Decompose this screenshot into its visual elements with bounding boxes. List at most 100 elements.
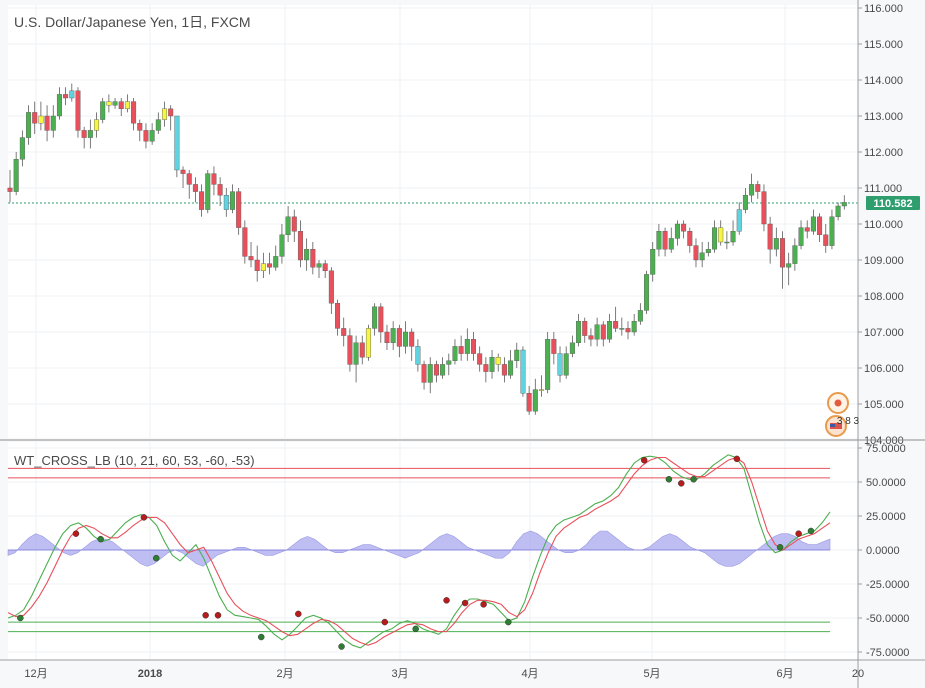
candle — [161, 101, 167, 127]
candle-body — [396, 328, 402, 347]
candle — [322, 260, 328, 278]
candle — [192, 177, 198, 203]
cross-point — [807, 527, 815, 535]
candle-body — [538, 389, 544, 391]
candle-body — [644, 274, 650, 311]
candle — [69, 83, 75, 102]
candle-body — [829, 216, 835, 246]
candle — [477, 346, 483, 372]
cross-point — [17, 614, 24, 622]
candle — [279, 224, 285, 264]
candle — [464, 328, 470, 361]
candle — [63, 87, 69, 106]
indicator-tick-label: 75.0000 — [866, 443, 906, 455]
candle — [656, 224, 662, 257]
candle-body — [532, 389, 538, 412]
candle-body — [495, 357, 501, 365]
price-panel-bg — [8, 5, 858, 438]
candle-body — [557, 353, 563, 376]
candle — [606, 314, 612, 343]
candle — [229, 184, 235, 214]
indicator-tick-label: 25.0000 — [866, 511, 906, 523]
cross-point — [338, 643, 345, 650]
candle-body — [137, 122, 143, 131]
candle — [155, 112, 161, 134]
candle-body — [619, 328, 625, 330]
candle-body — [650, 248, 656, 275]
cross-point — [381, 618, 389, 626]
candle-body — [13, 158, 19, 192]
cross-point — [461, 599, 469, 607]
time-axis-label: 2018 — [138, 668, 162, 680]
candle-body — [755, 184, 761, 192]
events-badge[interactable]: 3 8 3 — [825, 392, 860, 437]
candle — [347, 328, 353, 372]
candle — [514, 342, 520, 368]
candle — [38, 101, 44, 131]
cross-point — [412, 625, 419, 633]
candle — [365, 324, 371, 361]
candle — [724, 231, 730, 250]
candle-body — [508, 360, 514, 376]
candle-body — [267, 263, 273, 268]
candle-body — [273, 256, 279, 268]
candle — [143, 123, 149, 149]
price-chart-title: U.S. Dollar/Japanese Yen, 1日, FXCM — [14, 14, 251, 30]
candle — [619, 317, 625, 336]
candle — [223, 188, 229, 217]
candle — [668, 227, 674, 253]
candle-body — [131, 101, 137, 124]
candle-body — [458, 346, 464, 354]
candle-body — [526, 393, 532, 412]
candle — [328, 267, 334, 314]
candle-body — [205, 173, 211, 210]
candle — [792, 238, 798, 271]
candle-body — [186, 173, 192, 185]
candle-body — [192, 184, 198, 192]
candle-body — [291, 216, 297, 232]
candle-body — [668, 238, 674, 250]
candle-body — [810, 216, 816, 232]
candle-body — [452, 346, 458, 361]
candle-body — [297, 230, 303, 261]
candle — [267, 252, 273, 275]
last-price-badge: 110.582 — [866, 196, 920, 210]
candle-body — [81, 130, 87, 138]
candle-body — [749, 184, 755, 196]
candle — [569, 335, 575, 358]
cross-point — [690, 476, 697, 483]
candle-body — [143, 130, 149, 142]
candle — [273, 245, 279, 271]
candle — [582, 317, 588, 343]
grid-layer — [8, 5, 858, 660]
candle — [625, 321, 631, 340]
candle-body — [328, 270, 334, 304]
cross-point — [443, 597, 450, 604]
candle-body — [440, 364, 446, 376]
candle — [112, 98, 118, 109]
candle — [254, 245, 260, 282]
candle — [532, 378, 538, 415]
candle — [483, 357, 489, 383]
candle — [75, 87, 81, 138]
cross-point — [480, 601, 487, 608]
cross-point — [665, 476, 673, 483]
cross-point — [257, 633, 265, 641]
candle — [199, 184, 205, 217]
candle-body — [780, 238, 786, 268]
candle-body — [804, 227, 810, 232]
candle — [718, 220, 724, 246]
candle-body — [390, 328, 396, 343]
candle — [551, 332, 557, 365]
candle-body — [687, 230, 693, 246]
candle-body — [631, 321, 637, 333]
candle-body — [50, 115, 56, 131]
candle-body — [94, 119, 100, 131]
candle — [780, 231, 786, 289]
cross-point — [152, 554, 160, 562]
candle — [44, 105, 50, 142]
candle — [730, 220, 736, 246]
candle-body — [427, 364, 433, 383]
candle-body — [600, 324, 606, 340]
candle-body — [32, 112, 38, 124]
